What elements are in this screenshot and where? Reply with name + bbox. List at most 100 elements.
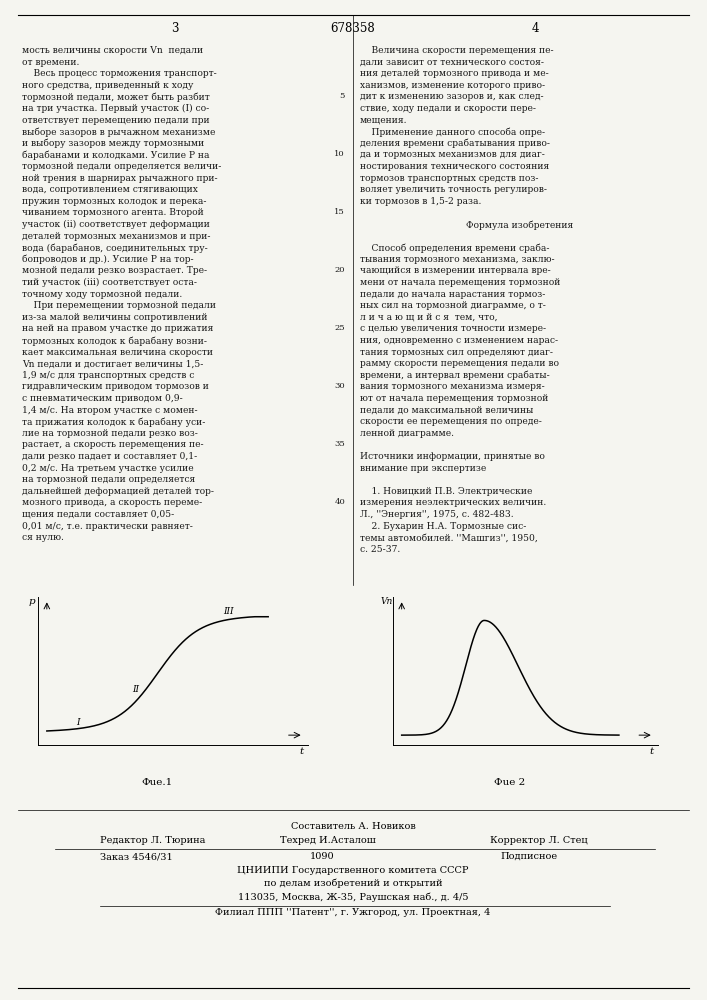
Text: гидравлическим приводом тормозов и: гидравлическим приводом тормозов и [22,382,209,391]
Text: тания тормозных сил определяют диаг-: тания тормозных сил определяют диаг- [360,348,553,357]
Text: щения педали составляет 0,05-: щения педали составляет 0,05- [22,510,174,519]
Text: дит к изменению зазоров и, как след-: дит к изменению зазоров и, как след- [360,92,544,101]
Text: рамму скорости перемещения педали во: рамму скорости перемещения педали во [360,359,559,368]
Text: II: II [132,685,139,694]
Text: 1. Новицкий П.В. Электрические: 1. Новицкий П.В. Электрические [360,487,532,496]
Text: 113035, Москва, Ж-35, Раушская наб., д. 4/5: 113035, Москва, Ж-35, Раушская наб., д. … [238,893,468,902]
Text: Техред И.Асталош: Техред И.Асталош [280,836,375,845]
Text: бопроводов и др.). Усилие Р на тор-: бопроводов и др.). Усилие Р на тор- [22,255,194,264]
Text: 3: 3 [171,21,179,34]
Text: педали до начала нарастания тормоз-: педали до начала нарастания тормоз- [360,290,545,299]
Text: ханизмов, изменение которого приво-: ханизмов, изменение которого приво- [360,81,545,90]
Text: ных сил на тормозной диаграмме, о т-: ных сил на тормозной диаграмме, о т- [360,301,546,310]
Text: на три участка. Первый участок (I) со-: на три участка. Первый участок (I) со- [22,104,209,113]
Text: деления времени срабатывания приво-: деления времени срабатывания приво- [360,139,550,148]
Text: 0,2 м/с. На третьем участке усилие: 0,2 м/с. На третьем участке усилие [22,464,194,473]
Text: на ней на правом участке до прижатия: на ней на правом участке до прижатия [22,324,214,333]
Text: ЦНИИПИ Государственного комитета СССР: ЦНИИПИ Государственного комитета СССР [238,866,469,875]
Text: мещения.: мещения. [360,116,407,125]
Text: 4: 4 [531,21,539,34]
Text: та прижатия колодок к барабану уси-: та прижатия колодок к барабану уси- [22,417,205,427]
Text: выборе зазоров в рычажном механизме: выборе зазоров в рычажном механизме [22,127,216,137]
Text: ся нулю.: ся нулю. [22,533,64,542]
Text: 10: 10 [334,150,345,158]
Text: 30: 30 [334,382,345,390]
Text: При перемещении тормозной педали: При перемещении тормозной педали [22,301,216,310]
Text: лие на тормозной педали резко воз-: лие на тормозной педали резко воз- [22,429,198,438]
Text: деталей тормозных механизмов и при-: деталей тормозных механизмов и при- [22,232,211,241]
Text: тий участок (iii) соответствует оста-: тий участок (iii) соответствует оста- [22,278,197,287]
Text: ствие, ходу педали и скорости пере-: ствие, ходу педали и скорости пере- [360,104,536,113]
Text: барабанами и колодками. Усилие Р на: барабанами и колодками. Усилие Р на [22,150,209,160]
Text: Редактор Л. Тюрина: Редактор Л. Тюрина [100,836,205,845]
Text: точному ходу тормозной педали.: точному ходу тормозной педали. [22,290,182,299]
Text: 1,4 м/с. На втором участке с момен-: 1,4 м/с. На втором участке с момен- [22,406,198,415]
Text: Фuе 2: Фuе 2 [494,778,525,787]
Text: 35: 35 [334,440,345,448]
Text: Источники информации, принятые во: Источники информации, принятые во [360,452,545,461]
Text: Заказ 4546/31: Заказ 4546/31 [100,852,173,861]
Text: Vn: Vn [380,597,392,606]
Text: с пневматическим приводом 0,9-: с пневматическим приводом 0,9- [22,394,182,403]
Text: ки тормозов в 1,5-2 раза.: ки тормозов в 1,5-2 раза. [360,197,481,206]
Text: ют от начала перемещения тормозной: ют от начала перемещения тормозной [360,394,549,403]
Text: тывания тормозного механизма, заклю-: тывания тормозного механизма, заклю- [360,255,554,264]
Text: педали до максимальной величины: педали до максимальной величины [360,406,533,415]
Text: по делам изобретений и открытий: по делам изобретений и открытий [264,879,443,888]
Text: вания тормозного механизма измеря-: вания тормозного механизма измеря- [360,382,545,391]
Text: 1090: 1090 [310,852,334,861]
Text: t: t [650,747,653,756]
Text: ответствует перемещению педали при: ответствует перемещению педали при [22,116,209,125]
Text: Подписное: Подписное [500,852,557,861]
Text: от времени.: от времени. [22,58,79,67]
Text: Л., ''Энергия'', 1975, с. 482-483.: Л., ''Энергия'', 1975, с. 482-483. [360,510,513,519]
Text: тормозов транспортных средств поз-: тормозов транспортных средств поз- [360,174,539,183]
Text: мость величины скорости Vn  педали: мость величины скорости Vn педали [22,46,203,55]
Text: 0,01 м/с, т.е. практически равняет-: 0,01 м/с, т.е. практически равняет- [22,522,193,531]
Text: Составитель А. Новиков: Составитель А. Новиков [291,822,416,831]
Text: вода (барабанов, соединительных тру-: вода (барабанов, соединительных тру- [22,243,208,253]
Text: мозной педали резко возрастает. Тре-: мозной педали резко возрастает. Тре- [22,266,207,275]
Text: Величина скорости перемещения пе-: Величина скорости перемещения пе- [360,46,554,55]
Text: 20: 20 [334,266,345,274]
Text: из-за малой величины сопротивлений: из-за малой величины сопротивлений [22,313,207,322]
Text: мозного привода, а скорость переме-: мозного привода, а скорость переме- [22,498,202,507]
Text: тормозных колодок к барабану возни-: тормозных колодок к барабану возни- [22,336,207,346]
Text: на тормозной педали определяется: на тормозной педали определяется [22,475,195,484]
Text: ной трения в шарнирах рычажного при-: ной трения в шарнирах рычажного при- [22,174,218,183]
Text: участок (ii) соответствует деформации: участок (ii) соответствует деформации [22,220,210,229]
Text: Vn педали и достигает величины 1,5-: Vn педали и достигает величины 1,5- [22,359,204,368]
Text: с. 25-37.: с. 25-37. [360,545,400,554]
Text: 5: 5 [339,92,345,100]
Text: дали резко падает и составляет 0,1-: дали резко падает и составляет 0,1- [22,452,197,461]
Text: 1,9 м/с для транспортных средств с: 1,9 м/с для транспортных средств с [22,371,194,380]
Text: дальнейшей деформацией деталей тор-: дальнейшей деформацией деталей тор- [22,487,214,496]
Text: Способ определения времени сраба-: Способ определения времени сраба- [360,243,549,253]
Text: тормозной педали, может быть разбит: тормозной педали, может быть разбит [22,92,210,102]
Text: мени от начала перемещения тормозной: мени от начала перемещения тормозной [360,278,561,287]
Text: 25: 25 [334,324,345,332]
Text: 15: 15 [334,208,345,216]
Text: тормозной педали определяется величи-: тормозной педали определяется величи- [22,162,221,171]
Text: Применение данного способа опре-: Применение данного способа опре- [360,127,545,137]
Text: кает максимальная величина скорости: кает максимальная величина скорости [22,348,213,357]
Text: Корректор Л. Стец: Корректор Л. Стец [490,836,588,845]
Text: пружин тормозных колодок и перека-: пружин тормозных колодок и перека- [22,197,206,206]
Text: ного средства, приведенный к ходу: ного средства, приведенный к ходу [22,81,194,90]
Text: л и ч а ю щ и й с я  тем, что,: л и ч а ю щ и й с я тем, что, [360,313,498,322]
Text: чающийся в измерении интервала вре-: чающийся в измерении интервала вре- [360,266,551,275]
Text: ностирования технического состояния: ностирования технического состояния [360,162,549,171]
Text: скорости ее перемещения по опреде-: скорости ее перемещения по опреде- [360,417,542,426]
Text: темы автомобилей. ''Машгиз'', 1950,: темы автомобилей. ''Машгиз'', 1950, [360,533,538,542]
Text: Весь процесс торможения транспорт-: Весь процесс торможения транспорт- [22,69,217,78]
Text: t: t [299,747,303,756]
Text: ния деталей тормозного привода и ме-: ния деталей тормозного привода и ме- [360,69,549,78]
Text: Фuе.1: Фuе.1 [141,778,173,787]
Text: внимание при экспертизе: внимание при экспертизе [360,464,486,473]
Text: и выбору зазоров между тормозными: и выбору зазоров между тормозными [22,139,204,148]
Text: растает, а скорость перемещения пе-: растает, а скорость перемещения пе- [22,440,204,449]
Text: Формула изобретения: Формула изобретения [467,220,573,230]
Text: Филиал ППП ''Патент'', г. Ужгород, ул. Проектная, 4: Филиал ППП ''Патент'', г. Ужгород, ул. П… [216,908,491,917]
Text: 678358: 678358 [331,21,375,34]
Text: измерения неэлектрических величин.: измерения неэлектрических величин. [360,498,547,507]
